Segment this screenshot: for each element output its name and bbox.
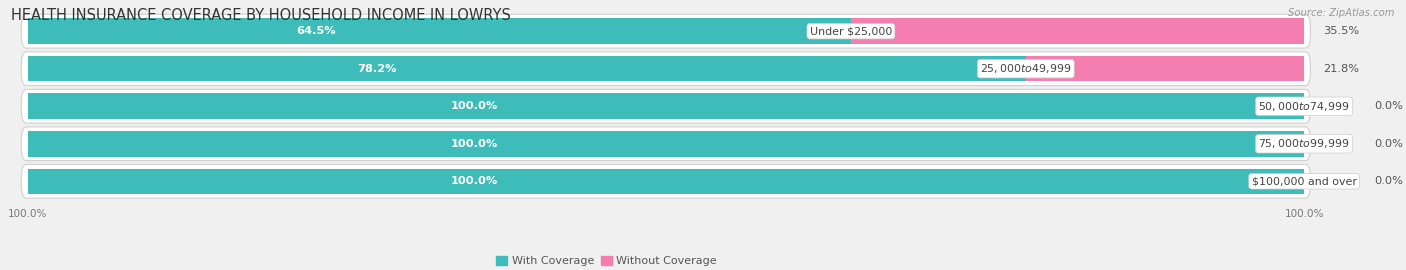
Text: 100.0%: 100.0% <box>1284 210 1323 220</box>
Text: $50,000 to $74,999: $50,000 to $74,999 <box>1258 100 1350 113</box>
FancyBboxPatch shape <box>21 52 1310 86</box>
Bar <box>28 56 1026 82</box>
Text: 100.0%: 100.0% <box>8 210 48 220</box>
FancyBboxPatch shape <box>21 89 1310 123</box>
FancyBboxPatch shape <box>21 14 1310 48</box>
Text: Under $25,000: Under $25,000 <box>810 26 891 36</box>
Text: 0.0%: 0.0% <box>1374 139 1403 149</box>
Bar <box>1026 56 1303 82</box>
Text: 21.8%: 21.8% <box>1323 64 1360 74</box>
Bar <box>851 18 1303 44</box>
FancyBboxPatch shape <box>21 164 1310 198</box>
Text: 35.5%: 35.5% <box>1323 26 1360 36</box>
Text: 100.0%: 100.0% <box>451 139 498 149</box>
Text: $25,000 to $49,999: $25,000 to $49,999 <box>980 62 1071 75</box>
Bar <box>28 168 1303 194</box>
Text: Source: ZipAtlas.com: Source: ZipAtlas.com <box>1288 8 1395 18</box>
FancyBboxPatch shape <box>21 127 1310 161</box>
Text: 100.0%: 100.0% <box>451 176 498 186</box>
Legend: With Coverage, Without Coverage: With Coverage, Without Coverage <box>496 256 717 266</box>
Text: HEALTH INSURANCE COVERAGE BY HOUSEHOLD INCOME IN LOWRYS: HEALTH INSURANCE COVERAGE BY HOUSEHOLD I… <box>11 8 512 23</box>
Text: $75,000 to $99,999: $75,000 to $99,999 <box>1258 137 1350 150</box>
Bar <box>28 131 1303 157</box>
Bar <box>28 18 851 44</box>
Text: 100.0%: 100.0% <box>451 101 498 111</box>
Text: 64.5%: 64.5% <box>297 26 336 36</box>
Text: 0.0%: 0.0% <box>1374 101 1403 111</box>
Bar <box>28 93 1303 119</box>
Text: 78.2%: 78.2% <box>357 64 396 74</box>
Text: 0.0%: 0.0% <box>1374 176 1403 186</box>
Text: $100,000 and over: $100,000 and over <box>1251 176 1357 186</box>
